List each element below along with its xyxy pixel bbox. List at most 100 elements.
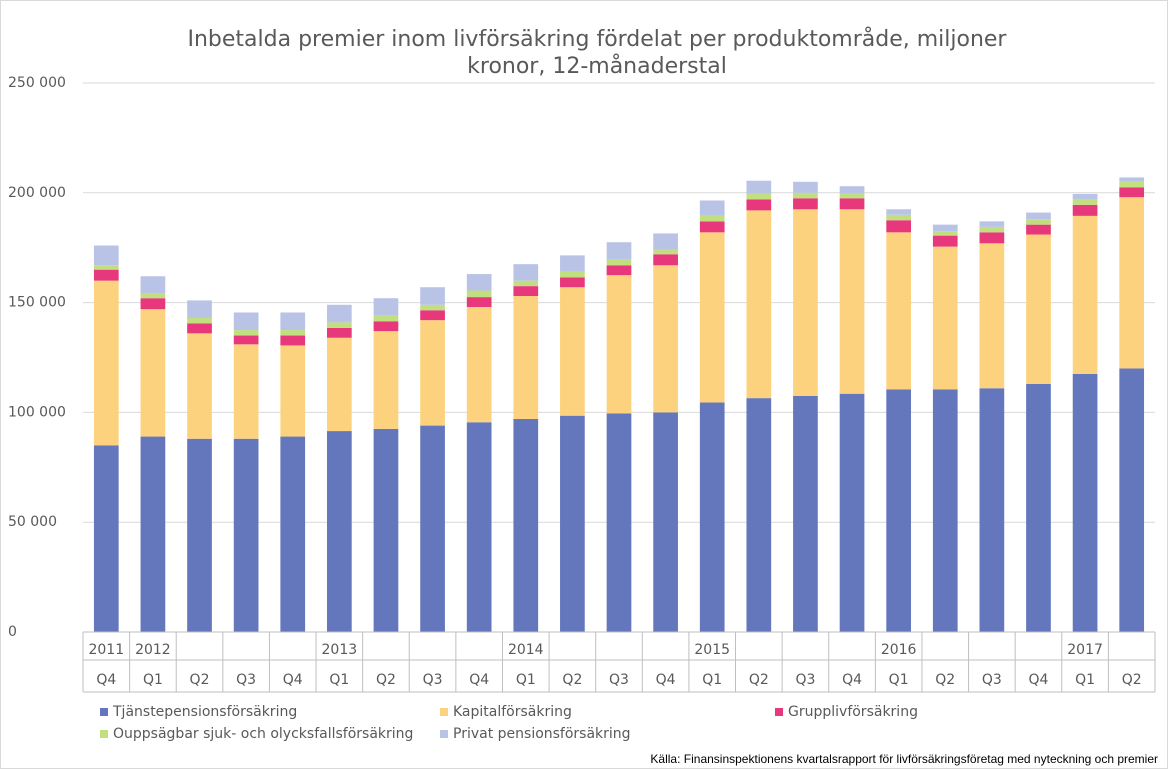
bar-segment [233, 438, 259, 632]
bar-segment [1072, 215, 1098, 374]
bar-segment [280, 330, 306, 336]
x-tick-label: Q3 [609, 672, 629, 688]
x-tick-label: Q1 [516, 672, 536, 688]
x-tick-label: Q2 [749, 672, 769, 688]
bar-segment [140, 298, 166, 310]
legend-label: Privat pensionsförsäkring [453, 726, 631, 742]
bar-segment [373, 331, 399, 429]
bar-segment [886, 209, 912, 215]
bar-segment [606, 275, 632, 414]
bar-segment [373, 298, 399, 316]
x-tick-label: Q4 [842, 672, 862, 688]
bar-segment [233, 344, 259, 439]
bar-segment [979, 232, 1005, 244]
bar-segment [280, 436, 306, 632]
legend-swatch [440, 708, 448, 716]
x-tick-label: Q1 [1075, 672, 1095, 688]
bar-segment [653, 265, 678, 413]
bar-segment [932, 246, 958, 390]
bar-segment [606, 259, 632, 266]
bar-segment [839, 393, 865, 632]
bar-segment [187, 333, 212, 439]
y-tick-label: 250 000 [8, 75, 66, 91]
bar-segment [373, 321, 399, 332]
year-label: 2015 [694, 642, 730, 658]
x-tick-label: Q3 [423, 672, 443, 688]
bar-segment [606, 242, 632, 260]
bar-segment [513, 264, 539, 281]
legend-swatch [100, 708, 108, 716]
bar-segment [606, 413, 632, 632]
bar-segment [839, 198, 865, 210]
legend-label: Tjänstepensionsförsäkring [112, 704, 297, 720]
bar-segment [653, 233, 678, 250]
bar-segment [326, 431, 352, 632]
x-tick-label: Q1 [329, 672, 349, 688]
x-tick-label: Q4 [283, 672, 303, 688]
bar-segment [746, 199, 772, 211]
year-label: 2017 [1067, 642, 1103, 658]
bar-segment [979, 243, 1005, 389]
bar-segment [326, 327, 352, 338]
bar-segment [560, 271, 585, 278]
x-tick-label: Q2 [376, 672, 396, 688]
x-tick-label: Q1 [143, 672, 163, 688]
bar-segment [187, 438, 212, 632]
bar-segment [326, 322, 352, 328]
bar-segment [839, 193, 865, 199]
x-tick-label: Q2 [562, 672, 582, 688]
year-label: 2012 [135, 642, 171, 658]
bar-segment [373, 315, 399, 322]
bar-segment [280, 345, 306, 437]
bar-segment [233, 330, 259, 336]
bar-segment [793, 198, 818, 210]
bar-segment [560, 255, 585, 272]
bar-segment [187, 323, 212, 334]
bar-segment [886, 232, 912, 390]
bar-segment [979, 388, 1005, 632]
x-tick-label: Q3 [982, 672, 1002, 688]
bar-segment [466, 422, 492, 632]
bar-segment [93, 445, 119, 632]
bar-segment [699, 200, 725, 216]
bar-segment [420, 310, 445, 321]
year-label: 2011 [88, 642, 124, 658]
year-label: 2013 [322, 642, 358, 658]
bar-segment [1072, 193, 1098, 200]
y-tick-label: 150 000 [8, 295, 66, 311]
bar-segment [932, 224, 958, 232]
year-label: 2016 [881, 642, 917, 658]
legend-label: Grupplivförsäkring [788, 704, 918, 720]
x-tick-label: Q2 [190, 672, 210, 688]
bar-segment [793, 209, 818, 396]
bar-segment [793, 192, 818, 199]
bar-segment [513, 280, 539, 287]
y-tick-label: 100 000 [8, 404, 66, 420]
bar-segment [280, 335, 306, 346]
bar-segment [1119, 187, 1145, 198]
bar-segment [140, 309, 166, 437]
bar-segment [979, 226, 1005, 233]
bar-segment [746, 210, 772, 399]
bar-segment [420, 320, 445, 426]
chart-title: Inbetalda premier inom livförsäkring för… [188, 26, 1008, 79]
y-tick-label: 50 000 [8, 514, 57, 530]
year-label: 2014 [508, 642, 544, 658]
bar-segment [513, 296, 539, 419]
bar-segment [466, 306, 492, 423]
x-tick-label: Q1 [889, 672, 909, 688]
bar-segment [93, 280, 119, 446]
bar-segment [140, 293, 166, 299]
bar-segment [606, 265, 632, 276]
bar-segment [1072, 204, 1098, 216]
bar-segment [793, 181, 818, 193]
bar-segment [93, 245, 119, 266]
bar-segment [699, 232, 725, 403]
bar-segment [93, 265, 119, 270]
bar-segment [793, 395, 818, 632]
bar-segment [699, 402, 725, 632]
x-tick-label: Q1 [702, 672, 722, 688]
bar-segment [1119, 197, 1145, 369]
bar-segment [653, 254, 678, 266]
